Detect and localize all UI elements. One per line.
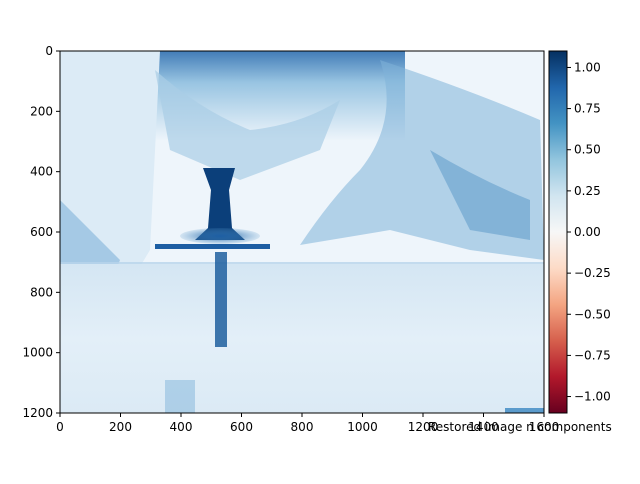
colorbar-tick-label: 0.50 (574, 143, 601, 157)
x-tick-label: 1600 (529, 420, 560, 434)
colorbar-tick-label: −0.75 (574, 348, 611, 362)
x-tick-label: 1000 (347, 420, 378, 434)
x-tick-label: 0 (56, 420, 64, 434)
y-tick-label: 1000 (22, 346, 53, 360)
x-tick-label: 400 (170, 420, 193, 434)
y-axis-ticks: 0 200 400 600 800 1000 1200 (22, 44, 60, 420)
x-tick-label: 1400 (468, 420, 499, 434)
x-tick-label: 200 (109, 420, 132, 434)
y-tick-label: 600 (30, 225, 53, 239)
colorbar-label: Restored image n components (428, 420, 612, 434)
x-tick-label: 800 (291, 420, 314, 434)
x-tick-label: 1200 (408, 420, 439, 434)
colorbar-tick-label: 0.25 (574, 184, 601, 198)
x-tick-label: 600 (230, 420, 253, 434)
colorbar-tick-label: 0.75 (574, 102, 601, 116)
heatmap-image (60, 51, 544, 413)
colorbar-tick-label: −1.00 (574, 390, 611, 404)
colorbar-tick-label: −0.50 (574, 307, 611, 321)
y-tick-label: 1200 (22, 406, 53, 420)
y-tick-label: 400 (30, 165, 53, 179)
colorbar (548, 50, 568, 414)
x-axis-ticks: 0 200 400 600 800 1000 1200 1400 1600 (56, 413, 559, 434)
y-tick-label: 200 (30, 104, 53, 118)
colorbar-tick-label: −0.25 (574, 266, 611, 280)
colorbar-ticks: 1.00 0.75 0.50 0.25 0.00 −0.25 −0.50 −0.75 −1.00 (567, 60, 611, 404)
y-tick-label: 800 (30, 285, 53, 299)
y-tick-label: 0 (45, 44, 53, 58)
colorbar-tick-label: 1.00 (574, 60, 601, 74)
colorbar-tick-label: 0.00 (574, 225, 601, 239)
